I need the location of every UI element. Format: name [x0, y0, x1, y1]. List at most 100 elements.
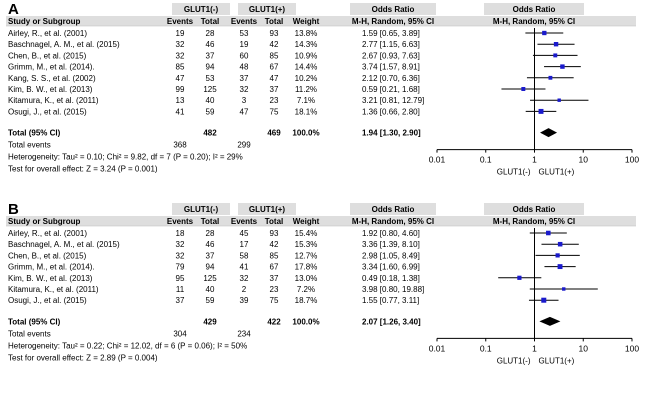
total2-value: 47 — [270, 74, 279, 83]
favours-left-label: GLUT1(-) — [497, 356, 531, 365]
events2-value: 2 — [242, 285, 247, 294]
weight-value: 17.8% — [295, 263, 318, 272]
study-name: Kitamura, K., et al. (2011) — [8, 96, 99, 105]
weight-value: 18.7% — [295, 296, 318, 305]
total1-value: 59 — [206, 296, 215, 305]
or-ci-value: 1.92 [0.80, 4.60] — [362, 229, 420, 238]
total-weight: 100.0% — [292, 129, 319, 138]
events2-value: 37 — [240, 74, 249, 83]
heterogeneity-text: Heterogeneity: Tau² = 0.22; Chi² = 12.02… — [8, 341, 247, 350]
weight-header: Weight — [293, 17, 320, 26]
events1-value: 32 — [176, 240, 185, 249]
total-events2: 299 — [237, 141, 251, 150]
total2-header: Total — [265, 17, 284, 26]
total2-value: 75 — [270, 296, 279, 305]
or-ci-value: 1.59 [0.65, 3.89] — [362, 29, 420, 38]
study-square — [562, 287, 566, 291]
or-ci-value: 3.36 [1.39, 8.10] — [362, 240, 420, 249]
favours-right-label: GLUT1(+) — [539, 356, 575, 365]
weight-value: 13.8% — [295, 29, 318, 38]
study-name: Airley, R., et al. (2001) — [8, 29, 87, 38]
study-square — [517, 275, 522, 280]
overall-effect-text: Test for overall effect: Z = 3.24 (P = 0… — [8, 165, 158, 174]
study-square — [557, 264, 563, 270]
total2-value: 42 — [270, 240, 279, 249]
weight-value: 10.2% — [295, 74, 318, 83]
or-plot-header-bg — [484, 203, 584, 215]
or-ci-value: 3.21 [0.81, 12.79] — [362, 96, 424, 105]
study-name: Grimm, M., et al. (2014). — [8, 263, 95, 272]
weight-value: 11.2% — [295, 85, 317, 94]
study-name: Chen, B., et al. (2015) — [8, 251, 87, 260]
events2-value: 19 — [240, 40, 249, 49]
events2-value: 41 — [240, 263, 249, 272]
overall-effect-text: Test for overall effect: Z = 2.89 (P = 0… — [8, 353, 158, 362]
total-or-ci: 2.07 [1.26, 3.40] — [362, 317, 421, 326]
total1-value: 59 — [206, 107, 215, 116]
events1-value: 32 — [176, 51, 185, 60]
group1-header-bg — [172, 203, 230, 215]
study-square — [560, 64, 565, 69]
group2-header-bg — [238, 203, 296, 215]
events2-header: Events — [231, 217, 258, 226]
study-name: Airley, R., et al. (2001) — [8, 229, 87, 238]
study-square — [542, 30, 547, 36]
study-square — [541, 297, 547, 303]
weight-value: 15.3% — [295, 240, 318, 249]
weight-value: 7.2% — [297, 285, 315, 294]
or-ci-value: 3.34 [1.60, 6.99] — [362, 263, 420, 272]
x-tick-label: 10 — [579, 155, 589, 165]
weight-header: Weight — [293, 217, 320, 226]
total-weight: 100.0% — [292, 317, 319, 326]
weight-value: 18.1% — [295, 107, 318, 116]
weight-value: 12.7% — [295, 251, 318, 260]
events1-value: 79 — [176, 263, 185, 272]
total1-value: 94 — [206, 263, 215, 272]
study-square — [521, 87, 526, 91]
total1-value: 40 — [206, 285, 215, 294]
study-name: Kim, B. W., et al. (2013) — [8, 85, 93, 94]
events1-header: Events — [167, 217, 194, 226]
or-text-header-bg — [350, 203, 436, 215]
or-ci-value: 0.59 [0.21, 1.68] — [362, 85, 420, 94]
events2-value: 48 — [240, 63, 249, 72]
study-square — [538, 108, 544, 114]
total1-value: 40 — [206, 96, 215, 105]
study-name: Kitamura, K., et al. (2011) — [8, 285, 99, 294]
total2-value: 42 — [270, 40, 279, 49]
total-or-ci: 1.94 [1.30, 2.90] — [362, 129, 421, 138]
study-name: Baschnagel, A. M., et al. (2015) — [8, 240, 120, 249]
total1-sum: 429 — [203, 317, 217, 326]
study-square — [553, 41, 559, 47]
events2-value: 32 — [240, 85, 249, 94]
column-header-bg — [6, 16, 636, 26]
group1-header: GLUT1(-) — [184, 205, 219, 214]
events1-value: 32 — [176, 40, 185, 49]
study-name: Grimm, M., et al. (2014). — [8, 63, 95, 72]
study-square — [546, 230, 551, 236]
or-ci-value: 1.55 [0.77, 3.11] — [362, 296, 419, 305]
total-events1: 304 — [173, 329, 187, 338]
panel-label: A — [8, 1, 19, 18]
total1-value: 125 — [203, 274, 217, 283]
study-square — [553, 53, 558, 58]
total2-value: 75 — [270, 107, 279, 116]
study-name: Kim, B. W., et al. (2013) — [8, 274, 93, 283]
x-tick-label: 0.1 — [480, 155, 492, 165]
total2-value: 37 — [270, 274, 279, 283]
total1-value: 94 — [206, 63, 215, 72]
total-events2: 234 — [237, 329, 251, 338]
or-ci-value: 2.98 [1.05, 8.49] — [362, 251, 420, 260]
events2-value: 3 — [242, 96, 247, 105]
method-header: M-H, Random, 95% CI — [352, 17, 434, 26]
weight-value: 14.3% — [295, 40, 318, 49]
or-ci-value: 2.67 [0.93, 7.63] — [362, 51, 420, 60]
group1-header: GLUT1(-) — [184, 5, 219, 14]
total2-header: Total — [265, 217, 284, 226]
total1-value: 46 — [206, 240, 215, 249]
study-square — [555, 253, 560, 258]
study-header: Study or Subgroup — [8, 17, 81, 26]
panel-label: B — [8, 201, 19, 218]
events1-value: 13 — [176, 96, 185, 105]
